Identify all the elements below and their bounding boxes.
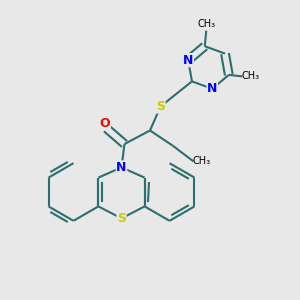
Text: N: N <box>183 54 194 67</box>
Text: S: S <box>117 212 126 225</box>
Text: CH₃: CH₃ <box>242 71 260 81</box>
Text: S: S <box>156 100 165 113</box>
Text: N: N <box>116 161 127 174</box>
Text: CH₃: CH₃ <box>193 156 211 167</box>
Text: CH₃: CH₃ <box>197 19 215 29</box>
Text: N: N <box>207 82 217 95</box>
Text: O: O <box>100 116 110 130</box>
